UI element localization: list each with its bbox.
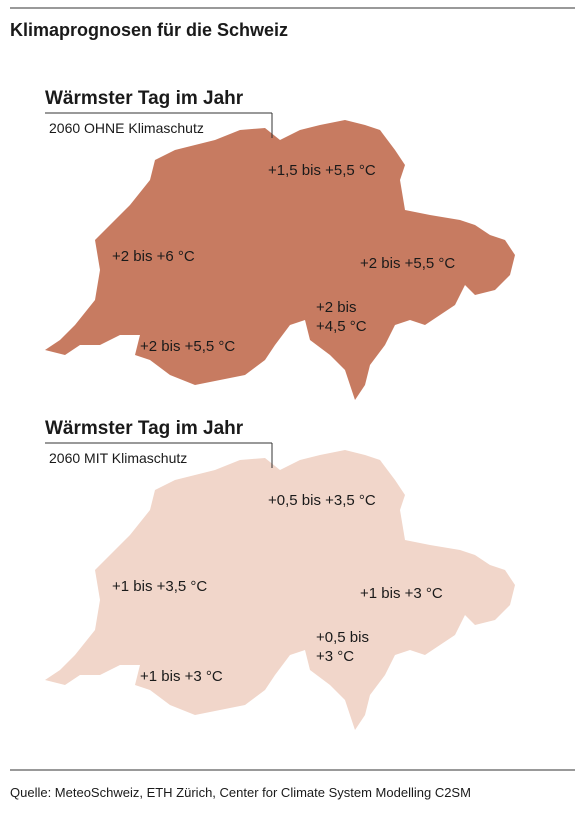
region-label: +4,5 °C [316, 318, 367, 335]
region-label: +1,5 bis +5,5 °C [268, 162, 376, 179]
title: Klimaprognosen für die Schweiz [10, 20, 288, 40]
region-label: +3 °C [316, 648, 354, 665]
region-label: +2 bis +5,5 °C [360, 255, 455, 272]
region-label: +2 bis +6 °C [112, 248, 195, 265]
map-heading: Wärmster Tag im Jahr [45, 88, 244, 109]
map-panel: Wärmster Tag im Jahr 2060 MIT Klimaschutz… [45, 418, 515, 730]
region-label: +1 bis +3,5 °C [112, 578, 207, 595]
source: Quelle: MeteoSchweiz, ETH Zürich, Center… [10, 785, 471, 800]
region-label: +1 bis +3 °C [140, 668, 223, 685]
map-heading: Wärmster Tag im Jahr [45, 418, 244, 439]
map-panel: Wärmster Tag im Jahr 2060 OHNE Klimaschut… [45, 88, 515, 400]
scenario-label: 2060 OHNE Klimaschutz [49, 120, 204, 136]
region-label: +2 bis [316, 299, 356, 316]
region-label: +0,5 bis +3,5 °C [268, 492, 376, 509]
region-label: +2 bis +5,5 °C [140, 338, 235, 355]
scenario-label: 2060 MIT Klimaschutz [49, 450, 187, 466]
region-label: +1 bis +3 °C [360, 585, 443, 602]
region-label: +0,5 bis [316, 629, 369, 646]
